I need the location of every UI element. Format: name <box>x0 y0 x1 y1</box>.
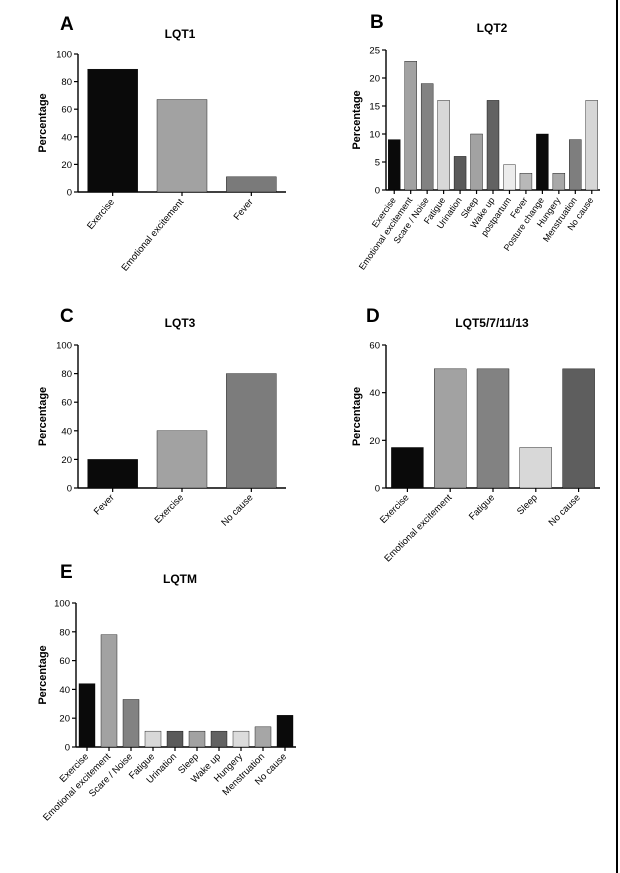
bar-lqtm-3 <box>144 730 162 748</box>
y-tick-label-lqt2-3: 15 <box>369 102 380 113</box>
y-tick-label-lqtm-3: 60 <box>59 656 70 667</box>
y-tick-label-lqt1-4: 80 <box>61 77 72 88</box>
y-axis-label-lqt1: Percentage <box>37 93 49 152</box>
y-axis-label-lqt2: Percentage <box>351 90 363 149</box>
chart-title-lqt5: LQT5/7/11/13 <box>455 316 529 330</box>
chart-title-lqt3: LQT3 <box>165 316 196 330</box>
bar-lqt2-0 <box>388 139 401 191</box>
x-tick-label-lqt1-1: Emotional excitement <box>119 197 186 274</box>
bar-lqt2-6 <box>486 100 500 191</box>
bar-lqt5-0 <box>391 447 424 489</box>
bar-lqt1-1 <box>156 99 208 193</box>
chart-title-lqt1: LQT1 <box>165 27 196 41</box>
y-tick-label-lqt1-1: 20 <box>61 160 72 171</box>
y-tick-label-lqtm-1: 20 <box>59 714 70 725</box>
y-tick-label-lqt5-3: 60 <box>369 341 380 352</box>
bar-lqt3-1 <box>156 430 208 489</box>
bar-lqt5-1 <box>434 368 467 489</box>
y-axis-label-lqt3: Percentage <box>37 387 49 446</box>
y-tick-label-lqt5-2: 40 <box>369 388 380 399</box>
x-tick-label-lqt5-0: Exercise <box>378 492 412 526</box>
x-tick-label-lqt5-2: Fatigue <box>467 492 497 522</box>
bar-lqtm-1 <box>100 634 118 748</box>
x-tick-label-lqt3-2: No cause <box>219 492 255 528</box>
y-tick-label-lqt3-0: 0 <box>67 484 72 495</box>
bar-lqt5-4 <box>562 368 595 489</box>
y-axis-label-lqtm: Percentage <box>37 645 49 704</box>
y-tick-label-lqtm-2: 40 <box>59 685 70 696</box>
bar-lqtm-0 <box>78 683 96 748</box>
bar-lqt2-12 <box>585 100 598 191</box>
y-tick-label-lqt2-1: 5 <box>375 158 380 169</box>
bar-lqt2-3 <box>437 100 450 191</box>
bar-lqt2-1 <box>404 61 417 191</box>
bar-lqtm-4 <box>166 730 184 748</box>
bar-lqt2-11 <box>569 139 582 191</box>
y-tick-label-lqtm-5: 100 <box>54 599 70 610</box>
bar-lqtm-8 <box>254 726 272 748</box>
bar-lqt2-5 <box>470 133 483 191</box>
bar-lqtm-2 <box>122 699 140 748</box>
bar-lqt5-3 <box>519 447 552 489</box>
bar-lqt2-2 <box>420 83 434 191</box>
panel-label-e: E <box>60 562 73 583</box>
y-tick-label-lqt1-2: 40 <box>61 132 72 143</box>
chart-title-lqt2: LQT2 <box>477 21 508 35</box>
y-tick-label-lqt2-5: 25 <box>369 46 380 57</box>
bar-lqt2-9 <box>536 133 549 191</box>
y-axis-label-lqt5: Percentage <box>351 387 363 446</box>
x-tick-label-lqt3-0: Fever <box>92 492 117 517</box>
bar-lqt1-0 <box>87 68 138 193</box>
y-tick-label-lqt1-0: 0 <box>67 188 72 199</box>
bar-lqt1-2 <box>226 176 277 193</box>
panel-label-a: A <box>60 14 74 35</box>
chart-title-lqtm: LQTM <box>163 572 197 586</box>
x-tick-label-lqt5-3: Sleep <box>515 492 540 517</box>
bar-lqtm-9 <box>276 715 294 748</box>
y-tick-label-lqtm-4: 80 <box>59 627 70 638</box>
y-tick-label-lqt5-0: 0 <box>375 484 380 495</box>
y-tick-label-lqtm-0: 0 <box>65 743 70 754</box>
panel-label-c: C <box>60 306 74 327</box>
bar-lqtm-7 <box>232 730 250 748</box>
y-tick-label-lqt5-1: 20 <box>369 436 380 447</box>
x-tick-label-lqt3-1: Exercise <box>153 492 187 526</box>
figure-right-border <box>616 0 618 873</box>
bar-lqt3-2 <box>226 373 277 489</box>
y-tick-label-lqt2-2: 10 <box>369 130 380 141</box>
bar-lqtm-6 <box>210 730 228 748</box>
y-tick-label-lqt3-2: 40 <box>61 426 72 437</box>
y-tick-label-lqt3-3: 60 <box>61 398 72 409</box>
panel-label-d: D <box>366 306 380 327</box>
bar-lqt2-7 <box>503 164 516 191</box>
x-tick-label-lqt1-0: Exercise <box>85 197 117 232</box>
y-tick-label-lqt1-5: 100 <box>56 50 72 61</box>
bar-lqtm-5 <box>188 730 206 748</box>
y-tick-label-lqt1-3: 60 <box>61 105 72 116</box>
bar-lqt2-10 <box>552 172 566 191</box>
y-tick-label-lqt3-5: 100 <box>56 341 72 352</box>
panel-label-b: B <box>370 12 384 33</box>
bar-lqt2-4 <box>453 156 467 191</box>
bar-lqt2-8 <box>519 172 533 191</box>
y-tick-label-lqt2-4: 20 <box>369 74 380 85</box>
x-tick-label-lqt5-4: No cause <box>547 492 583 528</box>
x-tick-label-lqt1-2: Fever <box>232 197 256 223</box>
y-tick-label-lqt2-0: 0 <box>375 186 380 197</box>
y-tick-label-lqt3-4: 80 <box>61 369 72 380</box>
bar-lqt5-2 <box>476 368 510 489</box>
bar-lqt3-0 <box>87 459 138 489</box>
y-tick-label-lqt3-1: 20 <box>61 455 72 466</box>
